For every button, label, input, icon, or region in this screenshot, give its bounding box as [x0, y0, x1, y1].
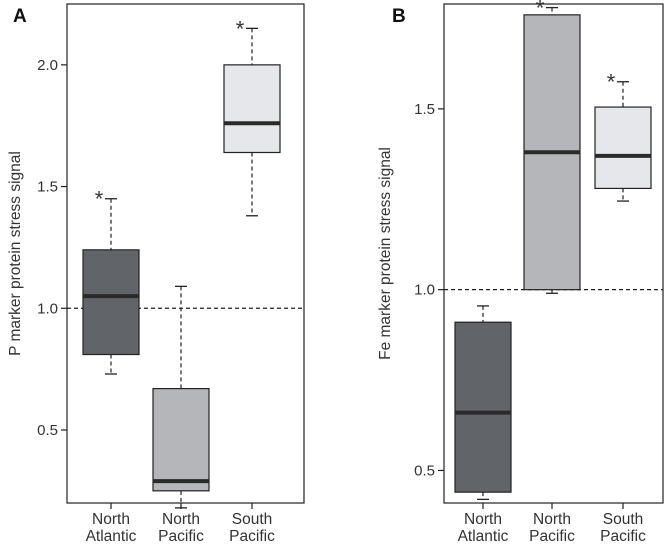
panel-b-y-tick-label: 1.5: [414, 101, 435, 118]
panel-b-north-atlantic-box: [454, 321, 512, 493]
panel-a-south-pacific-significance-star: *: [236, 16, 245, 41]
panel-b-plot-frame: [443, 3, 664, 504]
panel-a-panel-label: A: [13, 6, 27, 27]
panel-a-y-tick-label: 1.5: [37, 179, 58, 196]
panel-b-south-pacific-category-label-line1: South: [603, 511, 644, 528]
panel-a-south-pacific-category-label-line1: South: [232, 511, 273, 528]
panel-a-y-axis-label: P marker protein stress signal: [7, 151, 24, 356]
panel-b-north-atlantic-category-label-line1: North: [464, 511, 502, 528]
panel-a-y-tick-label: 2.0: [37, 57, 58, 74]
panel-a-south-pacific-category-label-line2: Pacific: [229, 528, 275, 545]
panel-a-south-pacific-box: [223, 64, 281, 154]
panel-a-north-pacific-category-label-line2: Pacific: [158, 528, 204, 545]
panel-b-y-axis-label: Fe marker protein stress signal: [377, 147, 394, 360]
panel-a-north-atlantic-category-label-line1: North: [92, 511, 130, 528]
panel-a-north-atlantic-box: [82, 249, 140, 356]
panel-b-south-pacific-box: [594, 106, 652, 190]
panel-a-north-pacific-box: [152, 387, 210, 492]
panel-b-y-tick-label: 1.0: [414, 282, 435, 299]
panel-a-y-tick-label: 1.0: [37, 300, 58, 317]
panel-b-south-pacific-category-label-line2: Pacific: [600, 528, 646, 545]
panel-b-north-atlantic-category-label-line2: Atlantic: [458, 528, 509, 545]
panel-a-north-pacific-category-label-line1: North: [162, 511, 200, 528]
panel-b-north-pacific-category-label-line1: North: [533, 511, 571, 528]
panel-a-y-tick-label: 0.5: [37, 422, 58, 439]
panel-b-panel-label: B: [392, 6, 406, 27]
panel-b-north-pacific-significance-star: *: [536, 0, 545, 21]
panel-a-north-atlantic-category-label-line2: Atlantic: [86, 528, 137, 545]
panel-a-north-atlantic-significance-star: *: [95, 187, 104, 212]
panel-a-plot-frame: [66, 3, 305, 504]
panel-b-y-tick-label: 0.5: [414, 462, 435, 479]
panel-b-south-pacific-significance-star: *: [607, 70, 616, 95]
panel-b-north-pacific-category-label-line2: Pacific: [529, 528, 575, 545]
